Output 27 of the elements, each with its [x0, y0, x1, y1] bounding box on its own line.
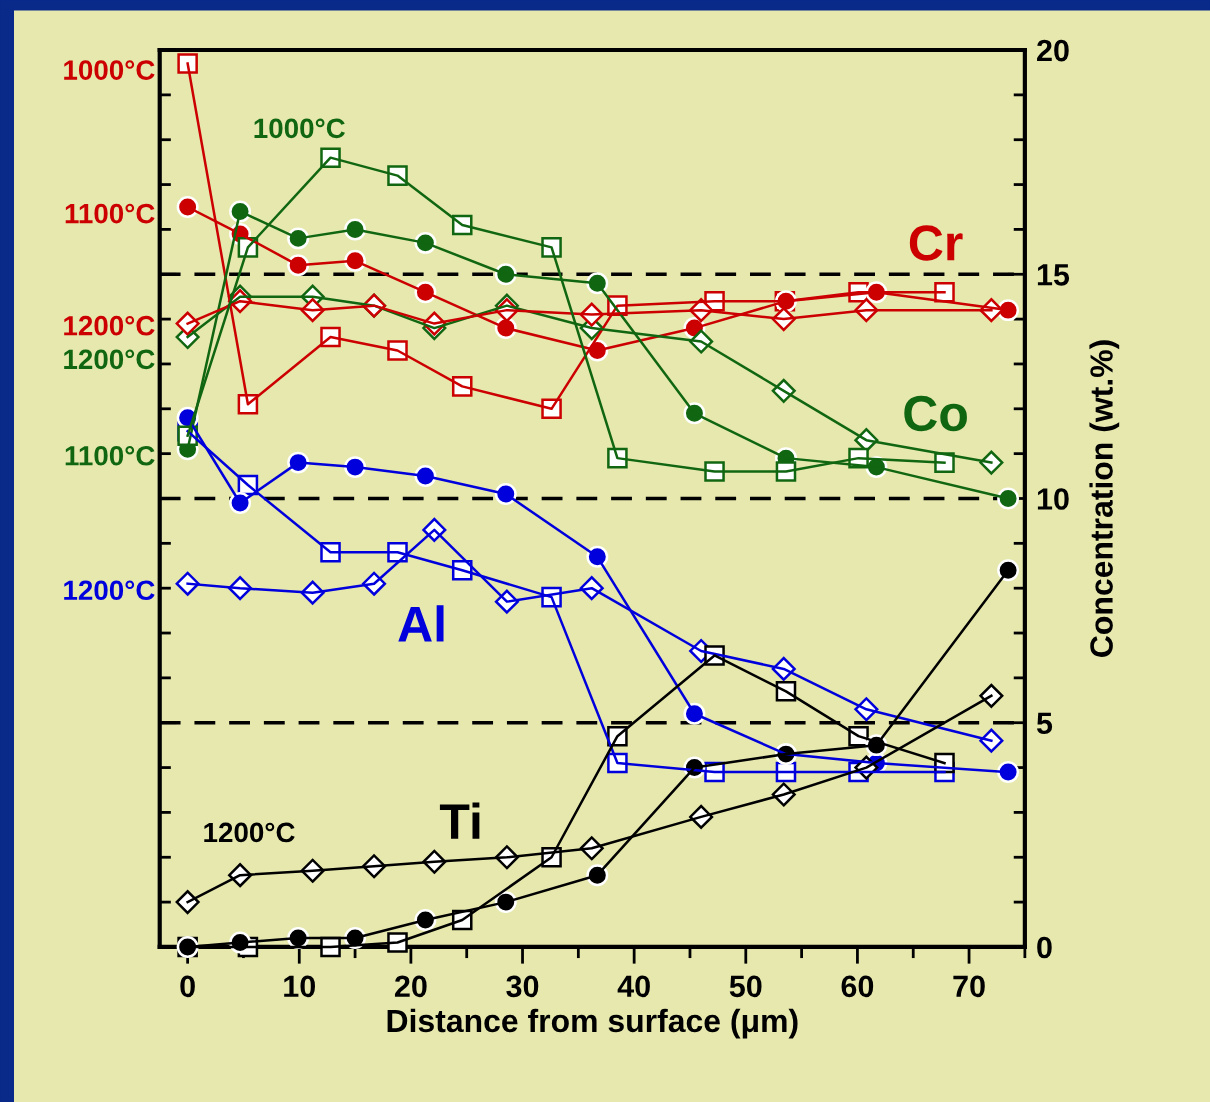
text: 1100°C [65, 203, 155, 224]
annotation: 1200°C [204, 822, 295, 843]
y-tick-label: 5 [1036, 712, 1053, 735]
x-tick-label: 20 [394, 975, 427, 998]
text: 1100°C [65, 445, 155, 466]
x-tick-label: 40 [617, 975, 650, 998]
y-tick-label: 10 [1037, 488, 1069, 510]
x-tick-label: 60 [841, 975, 874, 998]
y-tick-label: 15 [1037, 264, 1070, 286]
x-tick-label: 50 [729, 975, 762, 998]
text: 1000°C [64, 60, 155, 80]
x-tick-label: 0 [180, 975, 195, 998]
annotation: Al [398, 605, 444, 642]
x-tick-label: 10 [284, 975, 315, 998]
y-tick-label: 20 [1037, 39, 1069, 62]
annotation: Ti [439, 802, 480, 839]
annotation: Cr [909, 225, 963, 261]
x-axis-title: Distance from surface (μm) [387, 1008, 798, 1039]
y-tick-label: 0 [1037, 936, 1052, 959]
text: 1200°C [64, 349, 155, 370]
text: 1200°C [64, 580, 155, 601]
x-tick-label: 70 [953, 975, 985, 998]
annotation: 1000°C [254, 118, 345, 139]
text: 1200°C [64, 315, 155, 336]
y-axis-title: Concentration (wt.%) [1089, 340, 1120, 657]
annotation: Co [904, 395, 967, 432]
x-tick-label: 30 [506, 975, 539, 998]
